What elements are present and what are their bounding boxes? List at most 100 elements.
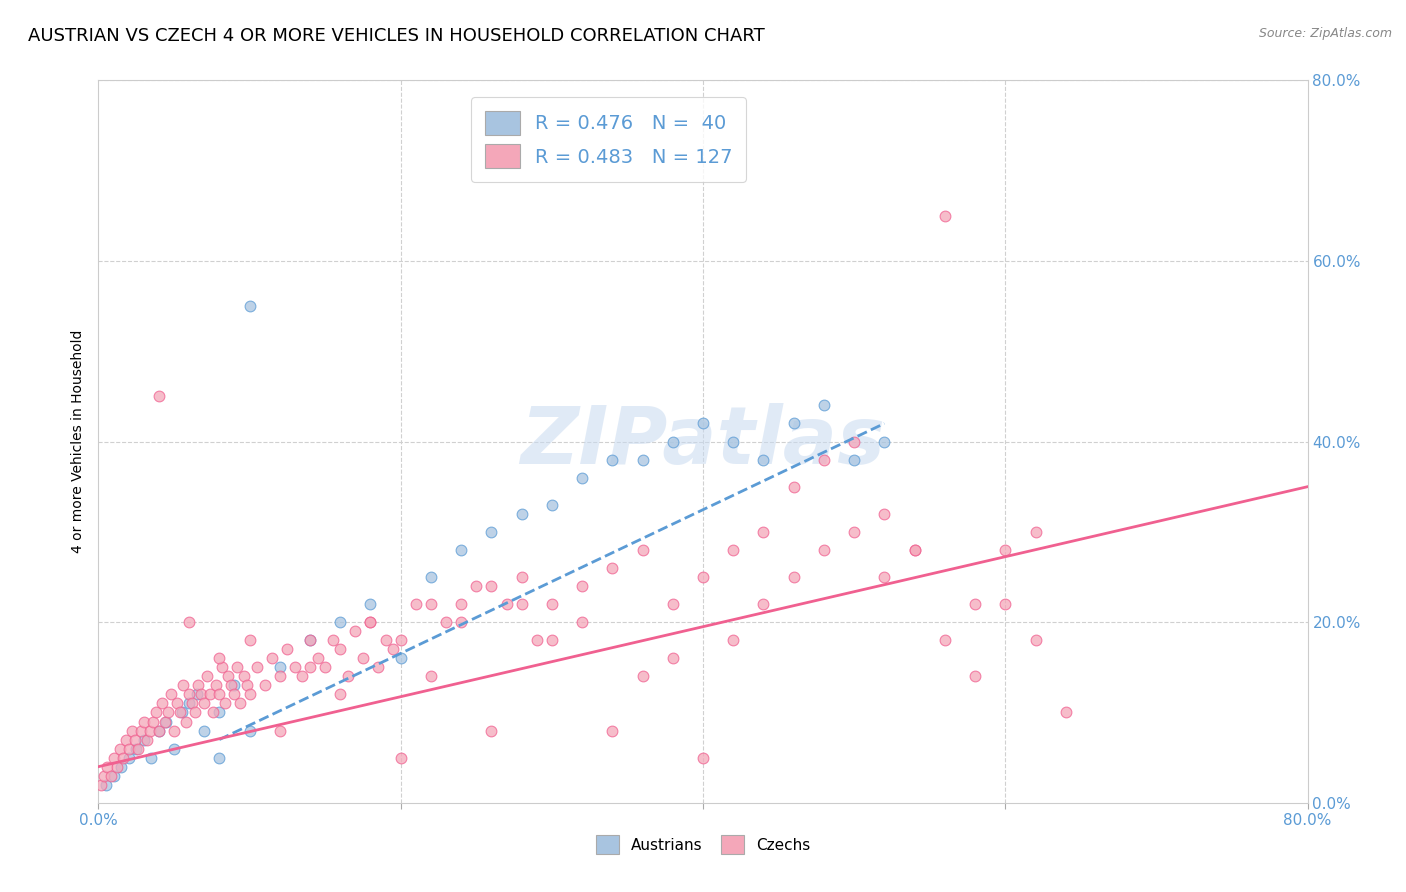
Point	[190, 687, 212, 701]
Point	[193, 697, 215, 711]
Point	[420, 597, 443, 611]
Point	[221, 678, 243, 692]
Point	[148, 723, 170, 738]
Point	[314, 660, 336, 674]
Legend: Austrians, Czechs: Austrians, Czechs	[589, 830, 817, 860]
Point	[291, 669, 314, 683]
Point	[153, 714, 176, 729]
Point	[284, 660, 307, 674]
Point	[389, 750, 412, 764]
Point	[132, 714, 155, 729]
Point	[405, 597, 427, 611]
Point	[186, 687, 208, 701]
Point	[1024, 524, 1046, 539]
Point	[103, 769, 125, 783]
Point	[170, 706, 193, 720]
Point	[276, 642, 298, 657]
Point	[141, 750, 163, 764]
Point	[813, 452, 835, 467]
Point	[129, 723, 152, 738]
Point	[873, 570, 896, 584]
Point	[208, 706, 231, 720]
Point	[208, 687, 231, 701]
Point	[965, 597, 987, 611]
Text: AUSTRIAN VS CZECH 4 OR MORE VEHICLES IN HOUSEHOLD CORRELATION CHART: AUSTRIAN VS CZECH 4 OR MORE VEHICLES IN …	[28, 27, 765, 45]
Point	[239, 633, 262, 648]
Point	[208, 750, 231, 764]
Point	[661, 651, 683, 665]
Point	[193, 723, 215, 738]
Point	[179, 687, 201, 701]
Point	[602, 723, 624, 738]
Point	[229, 697, 252, 711]
Point	[510, 507, 533, 521]
Point	[495, 597, 517, 611]
Point	[389, 633, 412, 648]
Point	[367, 660, 389, 674]
Point	[965, 669, 987, 683]
Point	[202, 706, 225, 720]
Point	[329, 642, 352, 657]
Point	[692, 417, 714, 431]
Point	[844, 434, 866, 449]
Point	[1054, 706, 1077, 720]
Point	[844, 452, 866, 467]
Point	[994, 597, 1017, 611]
Point	[156, 706, 179, 720]
Point	[783, 570, 806, 584]
Point	[360, 615, 382, 630]
Point	[226, 660, 249, 674]
Point	[602, 561, 624, 575]
Point	[299, 633, 322, 648]
Point	[813, 398, 835, 412]
Point	[723, 434, 745, 449]
Y-axis label: 4 or more Vehicles in Household: 4 or more Vehicles in Household	[72, 330, 86, 553]
Point	[187, 678, 209, 692]
Point	[526, 633, 548, 648]
Point	[214, 697, 236, 711]
Point	[184, 706, 207, 720]
Point	[420, 570, 443, 584]
Point	[269, 660, 291, 674]
Point	[783, 417, 806, 431]
Point	[692, 570, 714, 584]
Point	[540, 633, 562, 648]
Point	[217, 669, 239, 683]
Point	[723, 633, 745, 648]
Point	[118, 750, 141, 764]
Point	[114, 732, 136, 747]
Point	[631, 542, 654, 557]
Point	[127, 741, 149, 756]
Point	[434, 615, 457, 630]
Point	[169, 706, 191, 720]
Point	[602, 452, 624, 467]
Point	[253, 678, 276, 692]
Point	[481, 723, 503, 738]
Point	[374, 633, 396, 648]
Point	[571, 579, 593, 593]
Point	[232, 669, 254, 683]
Point	[139, 723, 162, 738]
Point	[873, 434, 896, 449]
Point	[155, 714, 177, 729]
Point	[135, 732, 157, 747]
Point	[163, 741, 186, 756]
Point	[904, 542, 927, 557]
Point	[631, 669, 654, 683]
Point	[1024, 633, 1046, 648]
Point	[783, 480, 806, 494]
Point	[322, 633, 344, 648]
Point	[352, 651, 374, 665]
Point	[195, 669, 218, 683]
Point	[465, 579, 488, 593]
Point	[329, 615, 352, 630]
Point	[93, 769, 115, 783]
Point	[110, 760, 132, 774]
Point	[934, 209, 956, 223]
Point	[145, 706, 167, 720]
Point	[239, 299, 262, 313]
Point	[934, 633, 956, 648]
Point	[344, 624, 367, 639]
Point	[844, 524, 866, 539]
Point	[174, 714, 197, 729]
